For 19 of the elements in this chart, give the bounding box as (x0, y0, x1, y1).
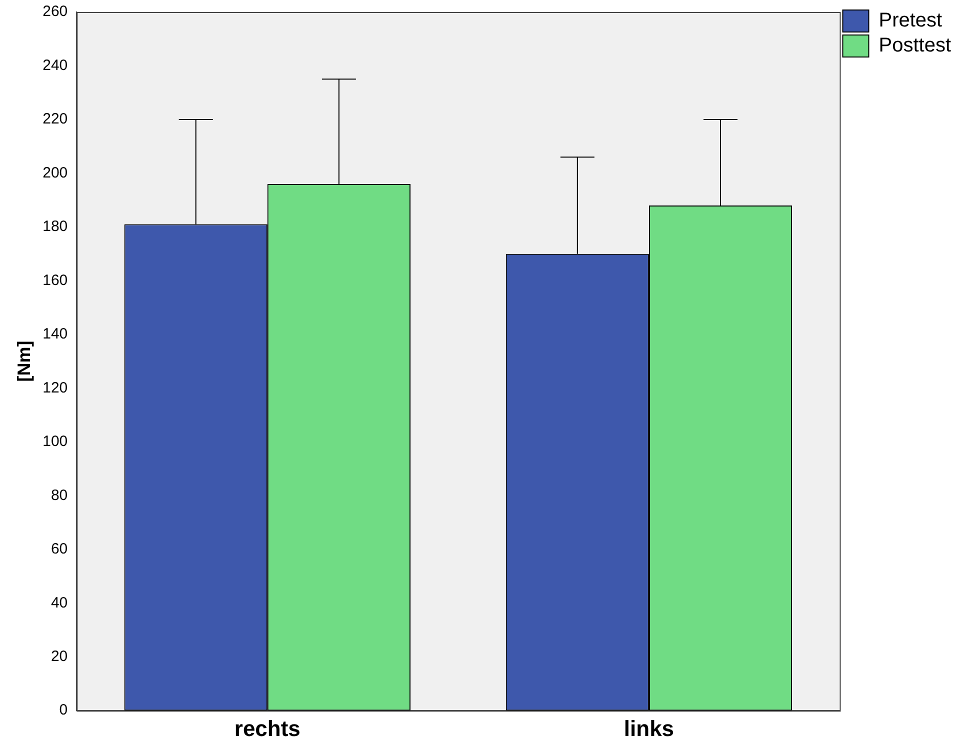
y-tick-label: 240 (42, 56, 68, 74)
legend-label: Posttest (878, 34, 952, 57)
legend-label: Pretest (878, 10, 943, 32)
y-tick-label: 0 (59, 702, 68, 719)
y-axis-title: [Nm] (14, 340, 34, 382)
y-tick-label: 220 (42, 110, 68, 128)
y-tick-label: 20 (50, 648, 68, 665)
y-tick-label: 200 (42, 164, 68, 182)
y-tick-label: 120 (42, 379, 68, 396)
y-tick-label: 100 (42, 433, 68, 450)
y-tick-label: 160 (42, 272, 68, 289)
y-tick-label: 80 (50, 486, 68, 504)
y-tick-label: 180 (42, 218, 68, 236)
x-tick-label: links (624, 716, 674, 741)
y-tick-label: 260 (42, 3, 68, 20)
x-tick-label: rechts (234, 716, 300, 741)
y-tick-label: 60 (50, 540, 68, 558)
y-tick-label: 140 (42, 326, 68, 343)
y-tick-label: 40 (50, 594, 68, 612)
